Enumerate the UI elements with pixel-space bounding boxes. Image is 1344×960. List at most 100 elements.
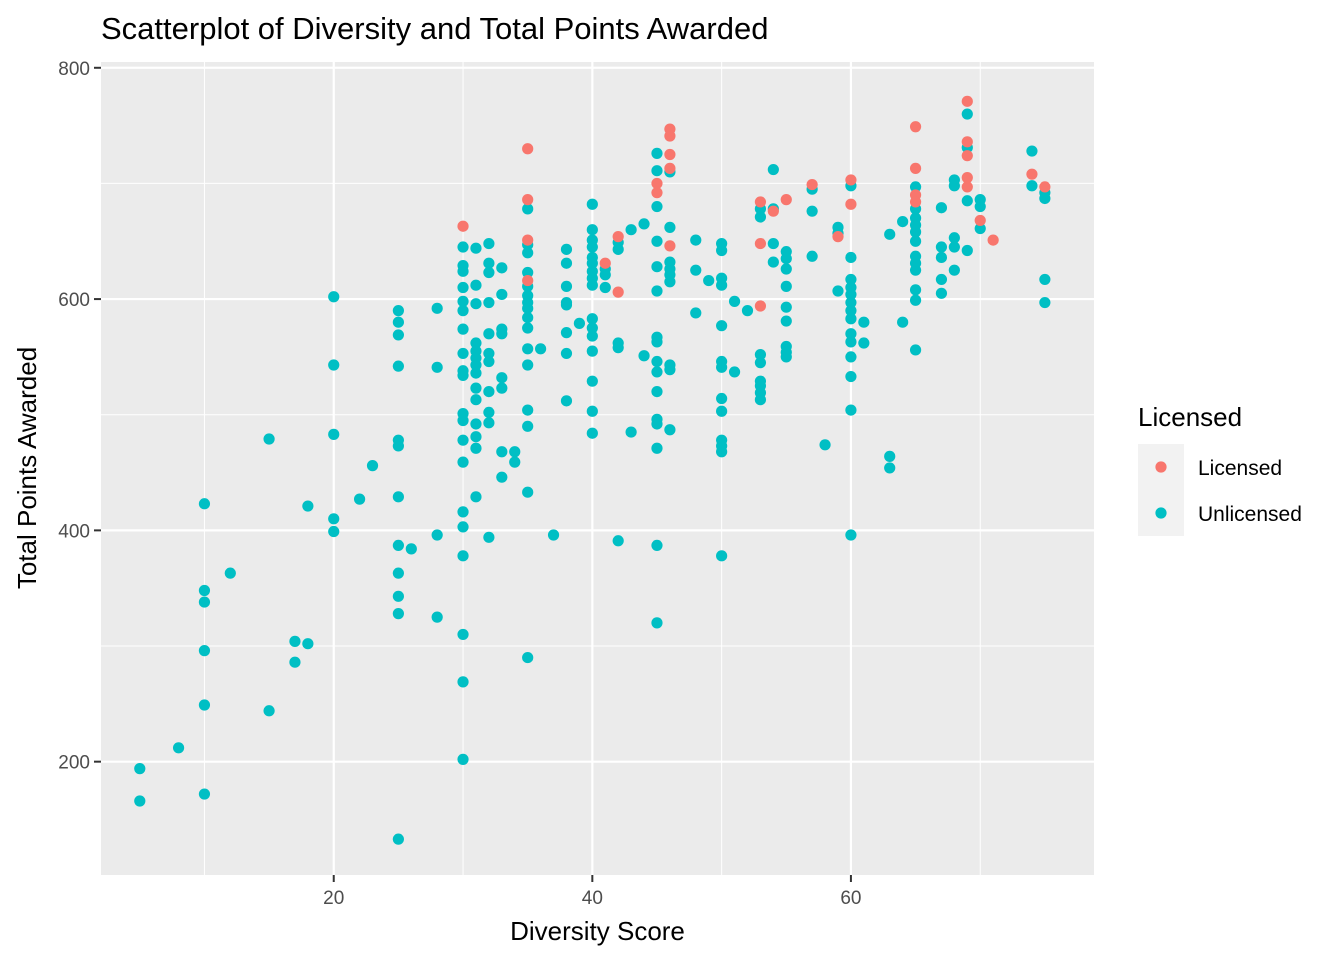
data-point-unlicensed xyxy=(651,285,663,297)
data-point-unlicensed xyxy=(470,431,482,443)
data-point-licensed xyxy=(909,121,922,133)
data-point-unlicensed xyxy=(470,491,482,503)
data-point-unlicensed xyxy=(586,224,598,236)
data-point-unlicensed xyxy=(909,226,922,238)
data-point-unlicensed xyxy=(664,221,676,233)
data-point-unlicensed xyxy=(651,261,663,273)
chart-title: Scatterplot of Diversity and Total Point… xyxy=(101,11,768,46)
data-point-unlicensed xyxy=(845,404,857,416)
data-point-licensed xyxy=(832,231,844,243)
data-point-unlicensed xyxy=(522,203,534,215)
data-point-unlicensed xyxy=(392,491,404,503)
data-point-unlicensed xyxy=(948,241,960,253)
data-point-unlicensed xyxy=(651,336,663,348)
data-point-unlicensed xyxy=(909,235,922,247)
data-point-unlicensed xyxy=(1039,273,1051,286)
data-point-unlicensed xyxy=(522,359,534,371)
data-point-licensed xyxy=(961,172,973,184)
data-point-unlicensed xyxy=(392,567,404,579)
y-tick-label: 400 xyxy=(58,521,90,542)
data-point-unlicensed xyxy=(457,434,469,446)
data-point-unlicensed xyxy=(496,288,508,301)
data-point-unlicensed xyxy=(457,241,469,253)
data-point-unlicensed xyxy=(651,617,663,629)
data-point-licensed xyxy=(522,143,534,155)
data-point-unlicensed xyxy=(780,280,792,292)
data-point-unlicensed xyxy=(716,550,728,562)
data-point-licensed xyxy=(961,150,973,162)
data-point-unlicensed xyxy=(974,200,986,213)
data-point-unlicensed xyxy=(457,265,469,277)
data-point-unlicensed xyxy=(728,295,741,307)
data-point-unlicensed xyxy=(431,611,443,623)
data-point-unlicensed xyxy=(392,316,404,328)
data-point-unlicensed xyxy=(651,539,663,552)
data-point-unlicensed xyxy=(522,343,534,355)
data-point-unlicensed xyxy=(172,742,185,754)
data-point-unlicensed xyxy=(457,305,469,317)
data-point-unlicensed xyxy=(483,296,495,309)
data-point-unlicensed xyxy=(198,596,211,608)
data-point-unlicensed xyxy=(483,531,495,543)
data-point-unlicensed xyxy=(392,590,404,602)
data-point-unlicensed xyxy=(1026,180,1038,192)
data-point-unlicensed xyxy=(651,200,663,213)
data-point-unlicensed xyxy=(573,317,585,329)
data-point-unlicensed xyxy=(845,296,857,309)
data-point-unlicensed xyxy=(754,394,767,406)
data-point-unlicensed xyxy=(470,418,482,430)
data-point-unlicensed xyxy=(935,202,948,214)
data-point-unlicensed xyxy=(522,302,534,314)
data-point-unlicensed xyxy=(780,263,792,275)
data-point-unlicensed xyxy=(858,337,870,349)
data-point-licensed xyxy=(651,187,663,199)
series-licensed xyxy=(457,95,1051,312)
data-point-unlicensed xyxy=(935,273,948,286)
series-unlicensed xyxy=(134,108,1051,845)
data-point-unlicensed xyxy=(1039,192,1051,205)
data-point-unlicensed xyxy=(263,705,275,717)
data-point-unlicensed xyxy=(909,181,922,193)
data-point-unlicensed xyxy=(884,450,896,462)
data-point-unlicensed xyxy=(716,361,728,373)
data-point-unlicensed xyxy=(560,243,573,255)
data-point-unlicensed xyxy=(767,163,779,176)
data-point-licensed xyxy=(780,194,792,206)
data-point-unlicensed xyxy=(470,382,482,394)
data-point-licensed xyxy=(754,300,767,312)
data-point-unlicensed xyxy=(457,414,469,427)
data-point-unlicensed xyxy=(470,298,482,310)
data-point-unlicensed xyxy=(845,251,857,264)
data-point-unlicensed xyxy=(198,788,211,800)
data-point-licensed xyxy=(1026,168,1038,180)
data-point-unlicensed xyxy=(522,322,534,334)
data-point-unlicensed xyxy=(483,257,495,269)
data-point-unlicensed xyxy=(547,529,560,541)
y-tick-label: 200 xyxy=(58,753,90,774)
data-point-unlicensed xyxy=(457,506,469,518)
data-point-unlicensed xyxy=(651,366,663,378)
legend-title: Licensed xyxy=(1138,402,1242,432)
data-point-unlicensed xyxy=(716,392,728,405)
data-point-unlicensed xyxy=(586,257,598,269)
data-point-unlicensed xyxy=(470,442,482,454)
data-point-unlicensed xyxy=(664,364,676,376)
data-point-unlicensed xyxy=(948,232,960,244)
data-point-licensed xyxy=(664,148,676,161)
data-point-licensed xyxy=(457,220,469,232)
data-point-unlicensed xyxy=(522,651,534,664)
data-point-unlicensed xyxy=(496,446,508,458)
data-point-unlicensed xyxy=(134,795,146,807)
data-point-licensed xyxy=(1039,181,1051,193)
data-point-unlicensed xyxy=(780,315,792,327)
data-point-licensed xyxy=(612,286,624,298)
data-point-unlicensed xyxy=(651,442,663,454)
data-point-unlicensed xyxy=(845,370,857,383)
data-point-unlicensed xyxy=(457,347,469,360)
data-point-licensed xyxy=(612,231,624,243)
data-point-unlicensed xyxy=(961,108,973,120)
data-point-licensed xyxy=(522,194,534,206)
data-point-unlicensed xyxy=(302,500,314,512)
data-point-unlicensed xyxy=(909,264,922,276)
data-point-unlicensed xyxy=(935,251,948,264)
